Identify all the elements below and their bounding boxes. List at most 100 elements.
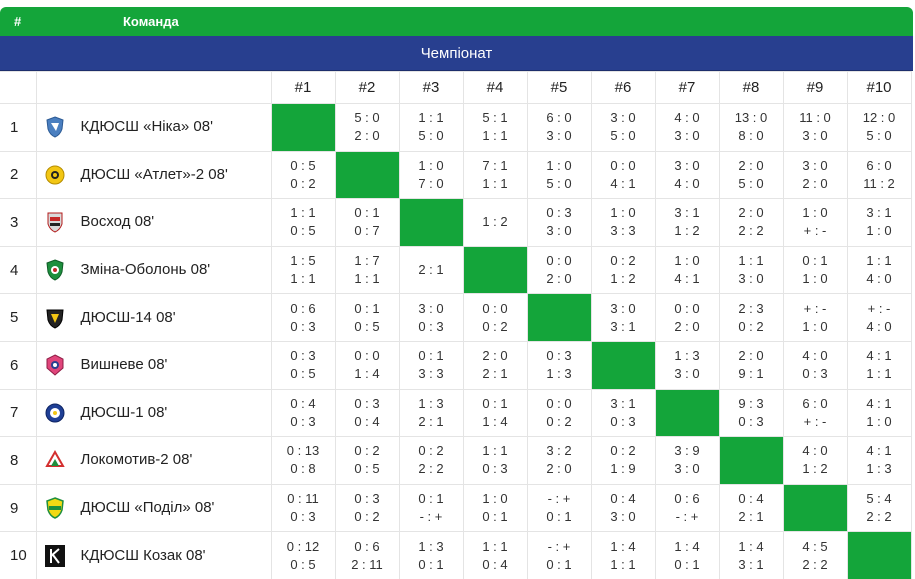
header-empty-name xyxy=(35,71,272,104)
second-leg-score: 4 : 0 xyxy=(866,318,892,334)
score-cell: 1 : 1 3 : 0 xyxy=(718,245,784,295)
self-match-cell xyxy=(334,150,400,200)
second-leg-score: 8 : 0 xyxy=(738,128,764,144)
team-name[interactable]: ДЮСШ-1 08' xyxy=(80,403,168,421)
score-cell: 4 : 0 1 : 2 xyxy=(782,436,848,485)
first-leg-score: 0 : 1 xyxy=(802,253,828,269)
first-leg-score: 0 : 13 xyxy=(286,443,320,459)
second-leg-score: 1 : 2 xyxy=(674,223,700,239)
team-rank: 5 xyxy=(0,293,37,342)
score-cell: 3 : 1 1 : 0 xyxy=(846,198,912,247)
first-leg-score: 3 : 1 xyxy=(674,205,700,221)
score-cell: 1 : 0 5 : 0 xyxy=(526,150,592,200)
team-name[interactable]: Зміна-Оболонь 08' xyxy=(80,261,211,279)
team-name[interactable]: Вишневе 08' xyxy=(80,356,168,374)
first-leg-score: 0 : 0 xyxy=(354,348,380,364)
table-row: 7 ДЮСШ-1 08' 0 : 4 0 : 3 0 : 3 0 : 4 1 : 3 2 : … xyxy=(0,388,912,438)
column-header: #9 xyxy=(782,71,848,104)
first-leg-score: 1 : 0 xyxy=(546,157,572,173)
team-name[interactable]: ДЮСШ «Поділ» 08' xyxy=(80,499,215,517)
second-leg-score: 2 : 1 xyxy=(418,413,444,429)
score-cell: 0 : 0 1 : 4 xyxy=(334,340,400,390)
score-cell: 0 : 1 - : + xyxy=(398,483,464,533)
score-cell: + : - 1 : 0 xyxy=(782,293,848,342)
first-leg-score: 9 : 3 xyxy=(738,395,764,411)
table-row: 3 Восход 08' 1 : 1 0 : 5 0 : 1 0 : 7 1 : 2 0 : … xyxy=(0,198,912,247)
second-leg-score: 5 : 0 xyxy=(610,128,636,144)
team-name[interactable]: Восход 08' xyxy=(80,213,155,231)
first-leg-score: 2 : 0 xyxy=(738,157,764,173)
score-cell: 6 : 0 11 : 2 xyxy=(846,150,912,200)
second-leg-score: 9 : 1 xyxy=(738,366,764,382)
second-leg-score: 0 : 3 xyxy=(290,318,316,334)
first-leg-score: 0 : 6 xyxy=(674,491,700,507)
first-leg-score: 1 : 2 xyxy=(482,214,508,230)
first-leg-score: 0 : 3 xyxy=(546,205,572,221)
section-title: Чемпіонат xyxy=(0,36,913,71)
score-cell: 4 : 0 3 : 0 xyxy=(654,103,720,152)
first-leg-score: 3 : 9 xyxy=(674,443,700,459)
team-name[interactable]: ДЮСШ-14 08' xyxy=(80,308,176,326)
first-leg-score: 0 : 6 xyxy=(354,538,380,554)
second-leg-score: 1 : 3 xyxy=(866,461,892,477)
team-cell: Восход 08' xyxy=(35,198,272,247)
first-leg-score: 1 : 3 xyxy=(674,348,700,364)
second-leg-score: 1 : 0 xyxy=(802,318,828,334)
score-cell: 0 : 3 0 : 2 xyxy=(334,483,400,533)
header-empty-idx xyxy=(0,71,37,104)
team-name[interactable]: КДЮСШ «Ніка» 08' xyxy=(80,118,213,136)
score-cell: 6 : 0 + : - xyxy=(782,388,848,438)
column-header: #6 xyxy=(590,71,656,104)
first-leg-score: 0 : 3 xyxy=(354,491,380,507)
table-row: 5 ДЮСШ-14 08' 0 : 6 0 : 3 0 : 1 0 : 5 3 : 0 0 :… xyxy=(0,293,912,342)
first-leg-score: 6 : 0 xyxy=(866,157,892,173)
score-cell: 5 : 0 2 : 0 xyxy=(334,103,400,152)
score-cell: 4 : 5 2 : 2 xyxy=(782,531,848,579)
score-cell: 0 : 1 0 : 5 xyxy=(334,293,400,342)
first-leg-score: 1 : 0 xyxy=(802,205,828,221)
self-match-cell xyxy=(270,103,336,152)
first-leg-score: 4 : 1 xyxy=(866,395,892,411)
first-leg-score: 3 : 0 xyxy=(802,157,828,173)
first-leg-score: 6 : 0 xyxy=(546,110,572,126)
second-leg-score: 2 : 0 xyxy=(674,318,700,334)
first-leg-score: 0 : 2 xyxy=(418,443,444,459)
first-leg-score: 7 : 1 xyxy=(482,157,508,173)
first-leg-score: + : - xyxy=(867,300,891,316)
second-leg-score: 3 : 0 xyxy=(674,461,700,477)
second-leg-score: 0 : 1 xyxy=(546,556,572,572)
second-leg-score: 1 : 0 xyxy=(866,413,892,429)
column-header: #1 xyxy=(270,71,336,104)
score-cell: 2 : 3 0 : 2 xyxy=(718,293,784,342)
score-cell: 0 : 0 4 : 1 xyxy=(590,150,656,200)
second-leg-score: 1 : 9 xyxy=(610,461,636,477)
shield-blue-icon xyxy=(45,116,65,138)
first-leg-score: 2 : 0 xyxy=(738,348,764,364)
column-header-row: #1 #2 #3 #4 #5 #6 #7 #8 #9 #10 xyxy=(0,71,912,104)
first-leg-score: 0 : 3 xyxy=(546,348,572,364)
second-leg-score: 0 : 3 xyxy=(482,461,508,477)
score-cell: 0 : 0 2 : 0 xyxy=(654,293,720,342)
team-name[interactable]: Локомотив-2 08' xyxy=(80,451,193,469)
second-leg-score: 0 : 5 xyxy=(354,318,380,334)
second-leg-score: 0 : 3 xyxy=(802,366,828,382)
second-leg-score: 2 : 1 xyxy=(482,366,508,382)
second-leg-score: 4 : 0 xyxy=(866,271,892,287)
team-name[interactable]: КДЮСШ Козак 08' xyxy=(80,546,206,564)
second-leg-score: 5 : 0 xyxy=(546,175,572,191)
first-leg-score: 0 : 0 xyxy=(546,395,572,411)
second-leg-score: 1 : 1 xyxy=(866,366,892,382)
column-header: #10 xyxy=(846,71,912,104)
team-name[interactable]: ДЮСШ «Атлет»-2 08' xyxy=(80,165,228,183)
first-leg-score: 1 : 1 xyxy=(418,110,444,126)
second-leg-score: 0 : 3 xyxy=(610,413,636,429)
first-leg-score: 2 : 0 xyxy=(738,205,764,221)
first-leg-score: 0 : 4 xyxy=(610,491,636,507)
k-letter-icon xyxy=(44,544,65,567)
team-cell: Зміна-Оболонь 08' xyxy=(35,245,272,295)
first-leg-score: 0 : 5 xyxy=(290,157,316,173)
first-leg-score: 1 : 3 xyxy=(418,395,444,411)
score-cell: 3 : 0 3 : 1 xyxy=(590,293,656,342)
